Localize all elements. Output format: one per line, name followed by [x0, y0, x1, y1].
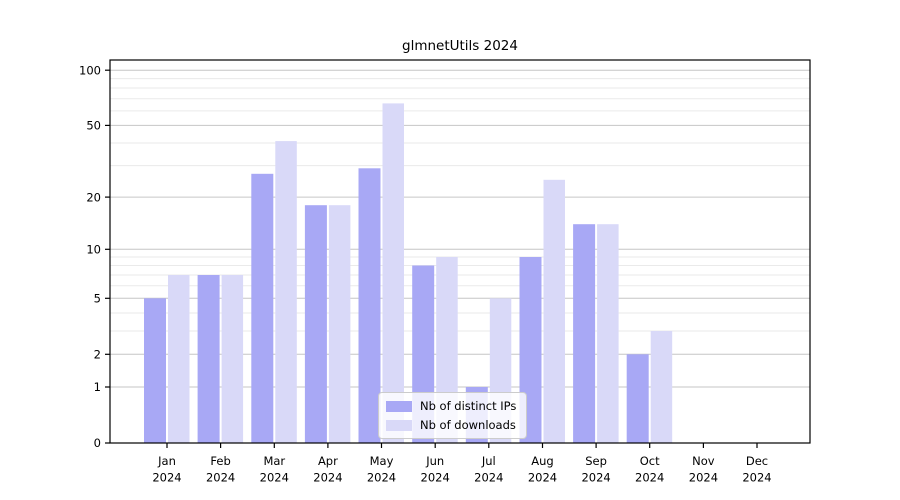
bar-downloads-aug [543, 179, 565, 444]
y-tick-label: 1 [94, 380, 101, 394]
bar-ips-jan [144, 298, 166, 443]
bar-downloads-mar [275, 141, 297, 443]
bar-downloads-sep [597, 224, 619, 443]
y-tick-label: 20 [86, 190, 101, 204]
bar-downloads-feb [221, 275, 244, 443]
legend-swatch-downloads [386, 419, 412, 431]
x-tick-label-jan: Jan 2024 [152, 454, 181, 485]
x-tick-label-aug: Aug 2024 [528, 454, 557, 485]
bar-ips-oct [626, 354, 649, 443]
x-tick-label-oct: Oct 2024 [635, 454, 664, 485]
plot-frame [109, 59, 811, 444]
bar-ips-may [358, 168, 381, 444]
x-tick-label-apr: Apr 2024 [313, 454, 342, 485]
y-tick-label: 5 [94, 292, 101, 306]
bar-ips-feb [197, 275, 220, 443]
bar-ips-sep [573, 224, 596, 443]
legend-label-downloads: Nb of downloads [420, 418, 516, 432]
x-tick-label-jun: Jun 2024 [421, 454, 450, 485]
legend-item-downloads: Nb of downloads [386, 418, 516, 432]
x-tick-label-jul: Jul 2024 [474, 454, 503, 485]
legend-label-distinct-ips: Nb of distinct IPs [420, 399, 517, 413]
x-tick-label-may: May 2024 [367, 454, 396, 485]
chart-title: glmnetUtils 2024 [402, 38, 518, 54]
legend-swatch-distinct-ips [386, 400, 412, 412]
x-tick-label-nov: Nov 2024 [689, 454, 718, 485]
legend-item-distinct-ips: Nb of distinct IPs [386, 399, 516, 413]
bar-ips-apr [304, 205, 327, 443]
legend: Nb of distinct IPs Nb of downloads [378, 392, 528, 439]
y-tick-label: 10 [86, 243, 101, 257]
y-tick-label: 100 [79, 63, 101, 77]
y-tick-label: 50 [86, 119, 101, 133]
x-tick-label-sep: Sep 2024 [581, 454, 610, 485]
x-tick-label-dec: Dec 2024 [742, 454, 771, 485]
y-tick-label: 0 [94, 436, 101, 450]
bar-downloads-oct [650, 331, 673, 443]
x-tick-label-mar: Mar 2024 [260, 454, 289, 485]
bar-ips-mar [251, 173, 274, 444]
bar-downloads-apr [328, 205, 351, 443]
x-tick-label-feb: Feb 2024 [206, 454, 235, 485]
bar-downloads-jan [168, 275, 190, 443]
bar-downloads-may [382, 103, 404, 444]
y-tick-label: 2 [94, 348, 101, 362]
